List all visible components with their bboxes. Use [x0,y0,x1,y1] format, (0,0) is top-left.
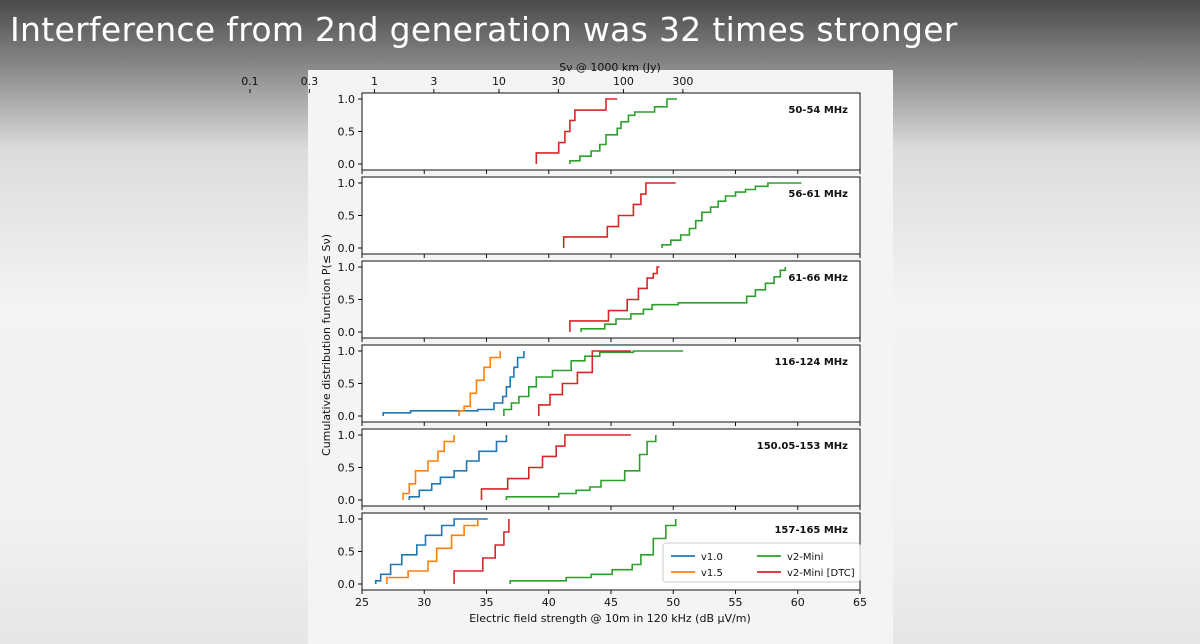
series-line-v2-mini-dtc [535,98,618,164]
panel-frame [361,92,861,171]
y-tick-label: 0.5 [338,294,356,307]
series-line-v2-mini-dtc [480,434,631,500]
legend-label: v2-Mini [DTC] [787,568,855,579]
series-line-v1-5 [386,519,479,584]
y-tick-label: 1.0 [338,429,356,442]
panel-frame [361,260,861,339]
series-line-v2-mini-dtc [538,350,631,416]
series-line-v2-mini [505,435,657,500]
top-tick-label: 3 [430,75,437,88]
y-tick-label: 0.0 [338,578,356,591]
x-tick-label: 50 [666,596,680,609]
legend-label: v2-Mini [787,552,823,563]
legend-label: v1.0 [701,552,723,563]
y-tick-label: 0.0 [338,494,356,507]
series-line-v2-mini [503,350,684,416]
x-tick-label: 65 [853,596,867,609]
x-tick-label: 55 [729,596,743,609]
y-tick-label: 0.5 [338,210,356,223]
x-tick-label: 45 [604,596,618,609]
y-tick-label: 0.0 [338,410,356,423]
panel-frame [361,344,861,423]
series-line-v2-mini [580,267,787,332]
legend-box [662,542,861,583]
y-tick-label: 0.0 [338,326,356,339]
top-tick-label: 1 [371,75,378,88]
series-line-v2-mini [509,519,677,584]
panel-3: 0.0 0.5 1.0 61-66 MHz [338,260,861,342]
series-line-v2-mini-dtc [569,266,660,332]
series-line-v2-mini [569,98,677,164]
y-tick-label: 1.0 [338,93,356,106]
x-tick-label: 40 [542,596,556,609]
y-tick-label: 0.5 [338,126,356,139]
panel-4: 0.0 0.5 1.0 116-124 MHz [338,344,861,426]
panel-label: 56-61 MHz [788,189,848,200]
series-line-v1-5 [402,435,455,500]
x-tick-label: 25 [355,596,369,609]
panel-1: 0.0 0.5 1.0 50-54 MHz [338,92,861,174]
y-tick-label: 0.0 [338,242,356,255]
series-line-v2-mini-dtc [562,182,676,248]
panel-5: 0.0 0.5 1.0 150.05-153 MHz [338,428,861,510]
panel-label: 150.05-153 MHz [757,441,848,452]
series-line-v2-mini [661,182,802,248]
top-axis-label: Sν @ 1000 km (Jy) [559,61,661,74]
panel-label: 61-66 MHz [788,273,848,284]
x-axis-label: Electric field strength @ 10m in 120 kHz… [469,612,751,625]
series-line-v2-mini-dtc [453,519,510,584]
series-line-v1-0 [374,518,488,584]
x-tick-label: 30 [417,596,431,609]
y-tick-label: 0.0 [338,158,356,171]
y-tick-label: 1.0 [338,345,356,358]
panel-label: 157-165 MHz [774,525,848,536]
top-tick-label: 0.1 [241,75,259,88]
x-tick-label: 60 [791,596,805,609]
panel-label: 50-54 MHz [788,105,848,116]
y-tick-label: 0.5 [338,462,356,475]
y-tick-label: 0.5 [338,378,356,391]
top-tick-label: 100 [613,75,634,88]
y-tick-label: 0.5 [338,546,356,559]
top-tick-label: 300 [672,75,693,88]
legend-label: v1.5 [701,568,723,579]
series-line-v1-0 [408,435,508,500]
series-line-v1-0 [382,351,525,416]
y-axis-label: Cumulative distribution function P(≤ Sν) [320,234,333,456]
panel-2: 0.0 0.5 1.0 56-61 MHz [338,176,861,258]
y-tick-label: 1.0 [338,261,356,274]
top-tick-label: 0.3 [301,75,319,88]
legend: v1.0 v2-Mini v1.5 v2-Mini [DTC] [662,542,861,583]
y-tick-label: 1.0 [338,177,356,190]
y-tick-label: 1.0 [338,513,356,526]
x-tick-label: 35 [480,596,494,609]
top-tick-label: 30 [551,75,565,88]
slide-title: Interference from 2nd generation was 32 … [10,10,958,49]
panel-frame [361,176,861,255]
series-line-v1-5 [458,351,501,416]
panel-label: 116-124 MHz [774,357,848,368]
top-tick-label: 10 [492,75,506,88]
